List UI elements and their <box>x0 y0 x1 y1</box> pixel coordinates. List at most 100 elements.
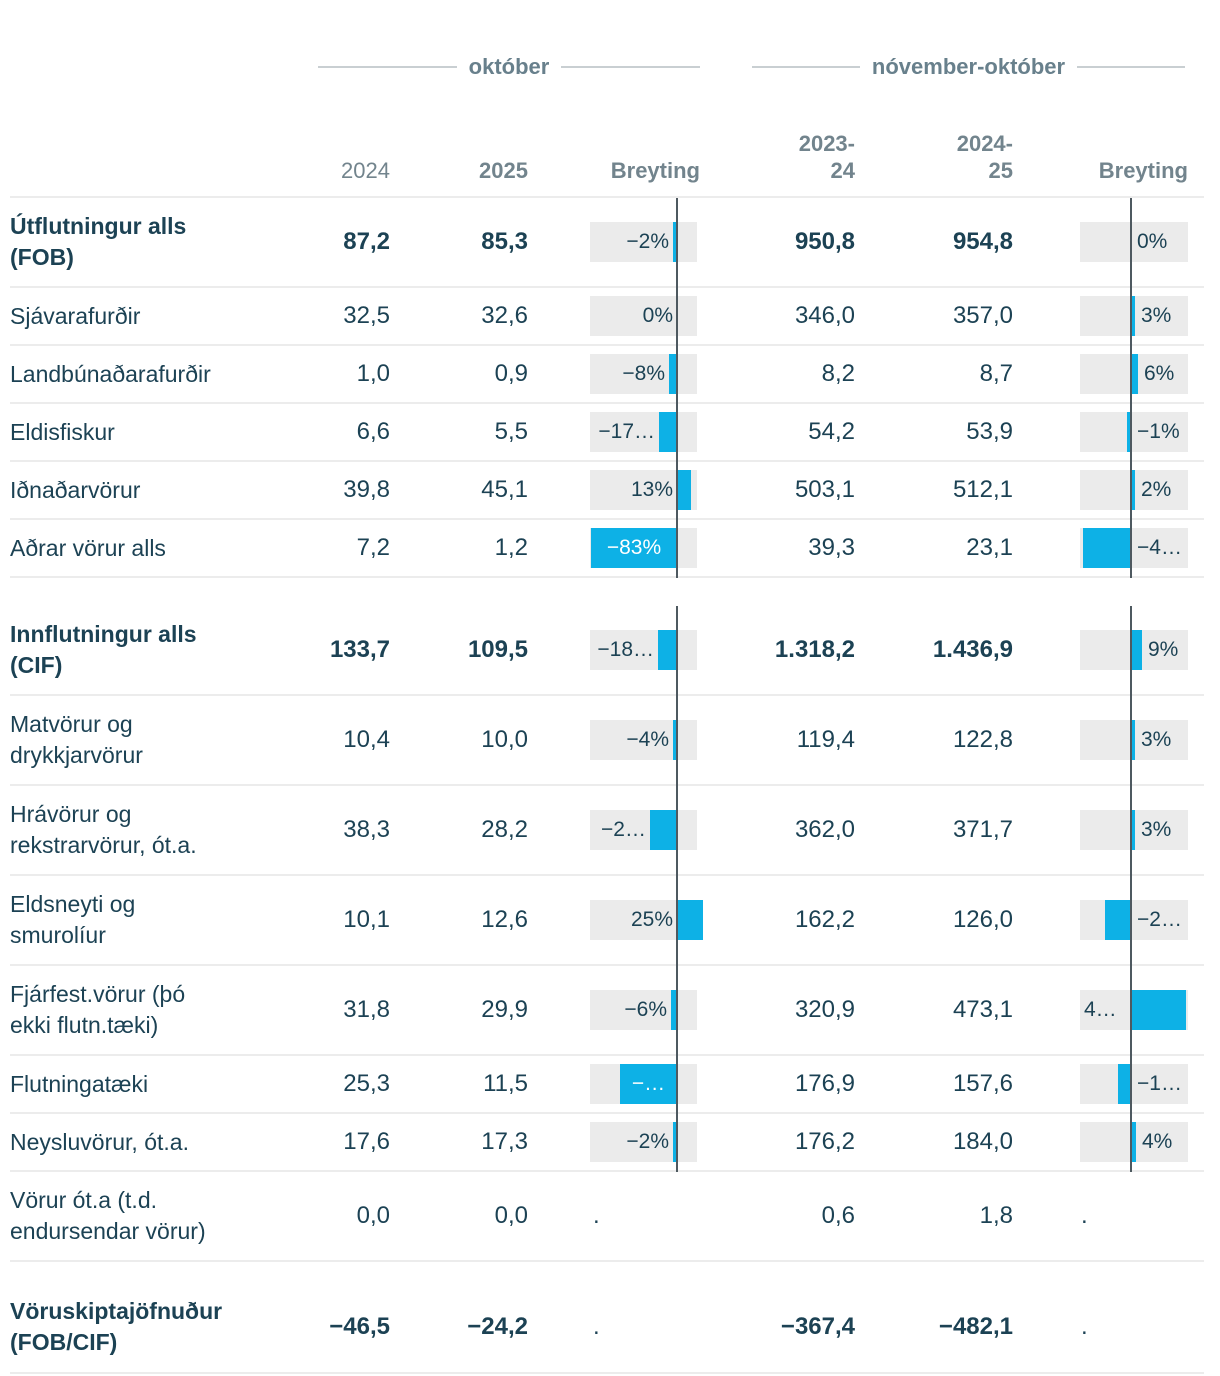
change-bar-track <box>1080 222 1188 262</box>
change-bar <box>673 720 677 760</box>
section-gap <box>10 1262 1204 1282</box>
value-2024-25: 1,8 <box>979 1202 1013 1229</box>
table-row: Innflutningur alls (CIF) 133,7 109,5 −18… 1.… <box>10 606 1204 696</box>
row-label: Matvörur og drykkjarvörur <box>10 711 143 768</box>
change-bar-track <box>590 990 697 1030</box>
change-value-label: 9% <box>1148 638 1179 661</box>
change-bar <box>1127 412 1131 452</box>
section-gap <box>10 578 1204 606</box>
value-2024-25: 122,8 <box>952 726 1013 753</box>
value-2024: 32,5 <box>343 302 390 329</box>
table-row: Flutningatæki 25,3 11,5 −… 176,9 157,6 −1… <box>10 1056 1204 1114</box>
change-value-label: 13% <box>630 478 673 501</box>
value-2024: 25,3 <box>343 1070 390 1097</box>
data-table: Útflutningur alls (FOB) 87,2 85,3 −2% 950,8 9… <box>10 196 1204 1374</box>
zero-axis-line <box>676 462 678 520</box>
value-2024-25: 157,6 <box>952 1070 1013 1097</box>
change-bar <box>1131 296 1135 336</box>
row-label: Útflutningur alls (FOB) <box>10 213 187 270</box>
row-label: Vöruskiptajöfnuður (FOB/CIF) <box>10 1298 223 1355</box>
table-row: Eldsneyti og smurolíur 10,1 12,6 25% 162,2 12… <box>10 876 1204 966</box>
value-2025: 28,2 <box>481 816 528 843</box>
change-bar <box>1105 900 1131 940</box>
row-label: Neysluvörur, ót.a. <box>10 1128 189 1155</box>
zero-axis-line <box>1130 198 1132 288</box>
zero-axis-line <box>1130 404 1132 462</box>
value-2025: 32,6 <box>481 302 528 329</box>
value-2023-24: −367,4 <box>780 1313 855 1340</box>
change-bar <box>1083 528 1131 568</box>
value-2024-25: 1.436,9 <box>932 636 1013 663</box>
change-bar <box>1131 720 1135 760</box>
change-bar <box>659 412 677 452</box>
change-cell: . <box>1080 1196 1188 1236</box>
column-header-breyting-period: Breyting <box>1098 158 1188 183</box>
column-header-2024-25: 2024- 25 <box>956 131 1013 183</box>
row-label: Landbúnaðarafurðir <box>10 360 211 387</box>
value-2025: 85,3 <box>481 228 528 255</box>
change-cell: 6% <box>1080 354 1188 394</box>
change-cell: −4% <box>590 720 697 760</box>
change-bar-track <box>1080 1064 1188 1104</box>
change-value-label: 0% <box>1137 230 1168 253</box>
change-value-label: 4% <box>1142 1130 1173 1153</box>
value-2023-24: 0,6 <box>821 1202 855 1229</box>
change-value-label: 4… <box>1084 998 1117 1021</box>
value-2024: −46,5 <box>329 1313 390 1340</box>
zero-axis-line <box>1130 786 1132 876</box>
change-bar-track <box>590 354 697 394</box>
zero-axis-line <box>1130 462 1132 520</box>
zero-axis-line <box>676 1056 678 1114</box>
change-value-label: −1… <box>1137 1072 1182 1095</box>
value-2024: 31,8 <box>343 996 390 1023</box>
column-header-2025: 2025 <box>479 158 528 183</box>
column-header-2024: 2024 <box>341 158 390 183</box>
change-bar-track <box>1080 412 1188 452</box>
change-cell: 2% <box>1080 470 1188 510</box>
change-value-label: −2… <box>601 818 646 841</box>
change-bar <box>1118 1064 1131 1104</box>
change-bar <box>658 630 677 670</box>
zero-axis-line <box>676 876 678 966</box>
zero-axis-line <box>1130 1114 1132 1172</box>
zero-axis-line <box>676 786 678 876</box>
change-bar-track <box>590 630 697 670</box>
value-2024-25: 8,7 <box>979 360 1013 387</box>
change-cell: 4… <box>1080 990 1188 1030</box>
value-2024: 39,8 <box>343 476 390 503</box>
change-bar <box>673 1122 677 1162</box>
value-2025: 1,2 <box>494 534 528 561</box>
value-2023-24: 503,1 <box>794 476 855 503</box>
value-2023-24: 8,2 <box>821 360 855 387</box>
change-value-label: −8% <box>622 362 665 385</box>
value-2023-24: 346,0 <box>794 302 855 329</box>
table-row: Vöruskiptajöfnuður (FOB/CIF) −46,5 −24,2. −… <box>10 1282 1204 1372</box>
change-bar-track <box>590 412 697 452</box>
change-value-label: −83% <box>606 536 662 559</box>
change-bar-track <box>590 296 697 336</box>
table-row: Landbúnaðarafurðir 1,0 0,9 −8% 8,2 8,7 6% <box>10 346 1204 404</box>
value-2024-25: 23,1 <box>966 534 1013 561</box>
change-cell: 9% <box>1080 630 1188 670</box>
change-bar <box>671 990 677 1030</box>
change-cell: −83% <box>590 528 697 568</box>
zero-axis-line <box>1130 966 1132 1056</box>
column-group-title: október <box>468 54 550 79</box>
change-value-label: −18… <box>597 638 654 661</box>
column-group-title: nóvember-október <box>871 54 1066 79</box>
value-2024: 0,0 <box>356 1202 390 1229</box>
table-row: Útflutningur alls (FOB) 87,2 85,3 −2% 950,8 9… <box>10 198 1204 288</box>
value-2024-25: 954,8 <box>952 228 1013 255</box>
table-row: Hrávörur og rekstrarvörur, ót.a. 38,3 28,2… <box>10 786 1204 876</box>
row-label: Vörur ót.a (t.d. endursendar vörur) <box>10 1187 206 1244</box>
row-label: Eldisfiskur <box>10 418 115 445</box>
row-label: Flutningatæki <box>10 1070 149 1097</box>
change-value-label: 3% <box>1141 818 1172 841</box>
change-value-label: 0% <box>642 304 673 327</box>
column-group-november-october: nóvember-október <box>752 52 1185 82</box>
change-bar <box>1131 630 1142 670</box>
table-row: Aðrar vörur alls 7,2 1,2 −83% 39,3 23,1 −4… <box>10 520 1204 578</box>
zero-axis-line <box>1130 876 1132 966</box>
value-2024-25: 53,9 <box>966 418 1013 445</box>
change-cell: −1% <box>1080 412 1188 452</box>
